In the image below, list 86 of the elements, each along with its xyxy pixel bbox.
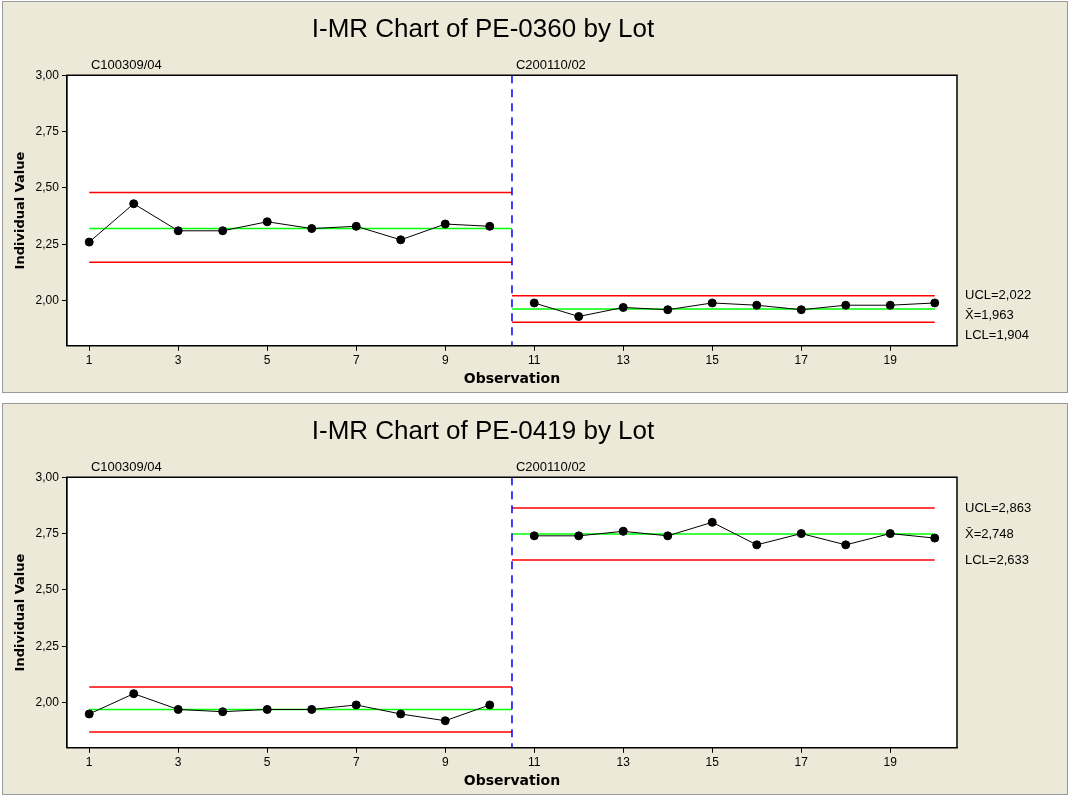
point [663,531,673,541]
x-tick-label: 13 [616,755,631,770]
point [307,224,317,234]
y-tick-label: 3,00 [35,67,60,82]
x-tick-label: 19 [883,353,898,368]
point [885,529,895,539]
x-tick-label: 5 [263,755,271,770]
text: C200110/02 [515,57,586,73]
point [574,531,584,541]
y-tick-label: 2,50 [35,180,60,195]
x-tick-label: 1 [85,755,93,770]
point [930,298,940,308]
y-tick-label: 3,00 [35,469,60,484]
x-axis-title: Observation [463,772,561,789]
point [885,300,895,310]
y-tick-label: 2,25 [35,236,60,251]
x-tick-label: 3 [174,755,182,770]
y-axis-title: Individual Value [12,151,28,270]
point [84,237,94,247]
text: UCL=2,022 [965,287,1032,303]
chart-title: I-MR Chart of PE-0419 by Lot [311,414,656,445]
point [796,305,806,315]
point [574,311,584,321]
point [173,226,183,236]
x-tick-label: 15 [705,353,720,368]
x-tick-label: 1 [85,353,93,368]
point [485,700,495,710]
x-tick-label: 11 [527,755,541,770]
point [396,235,406,245]
text: X̄=2,748 [965,525,1014,541]
point [618,302,628,312]
chart-title: I-MR Chart of PE-0360 by Lot [311,12,656,43]
y-tick-label: 2,25 [35,638,60,653]
x-tick-label: 17 [794,755,809,770]
point [618,526,628,536]
point [262,704,272,714]
point [396,709,406,719]
x-tick-label: 7 [352,353,360,368]
point [529,531,539,541]
x-tick-label: 5 [263,353,271,368]
x-tick-label: 3 [174,353,182,368]
point [752,540,762,550]
y-tick-label: 2,50 [35,582,60,597]
point [129,689,139,699]
point [173,704,183,714]
point [440,219,450,229]
point [218,226,228,236]
text: UCL=2,863 [965,499,1032,515]
text: C200110/02 [515,459,586,475]
point [796,529,806,539]
y-tick-label: 2,75 [35,123,60,138]
x-tick-label: 11 [527,353,541,368]
x-tick-label: 9 [441,755,449,770]
point [485,221,495,231]
point [218,707,228,717]
x-tick-label: 19 [883,755,898,770]
text: LCL=1,904 [965,327,1029,343]
point [262,217,272,227]
y-tick-label: 2,00 [35,293,60,308]
text: C100309/04 [90,459,162,475]
point [351,221,361,231]
point [707,517,717,527]
point [440,716,450,726]
y-tick-label: 2,00 [35,695,60,710]
text: LCL=2,633 [965,551,1029,567]
point [84,709,94,719]
point [841,540,851,550]
point [529,298,539,308]
text: C100309/04 [90,57,162,73]
x-tick-label: 15 [705,755,720,770]
point [307,704,317,714]
x-tick-label: 13 [616,353,631,368]
point [930,533,940,543]
y-axis-title: Individual Value [12,553,28,672]
y-tick-label: 2,75 [35,525,60,540]
x-axis-title: Observation [463,370,561,387]
point [129,199,139,209]
x-tick-label: 17 [794,353,809,368]
x-tick-label: 9 [441,353,449,368]
point [351,700,361,710]
point [752,300,762,310]
point [663,305,673,315]
x-tick-label: 7 [352,755,360,770]
point [707,298,717,308]
point [841,300,851,310]
text: X̄=1,963 [965,307,1014,323]
